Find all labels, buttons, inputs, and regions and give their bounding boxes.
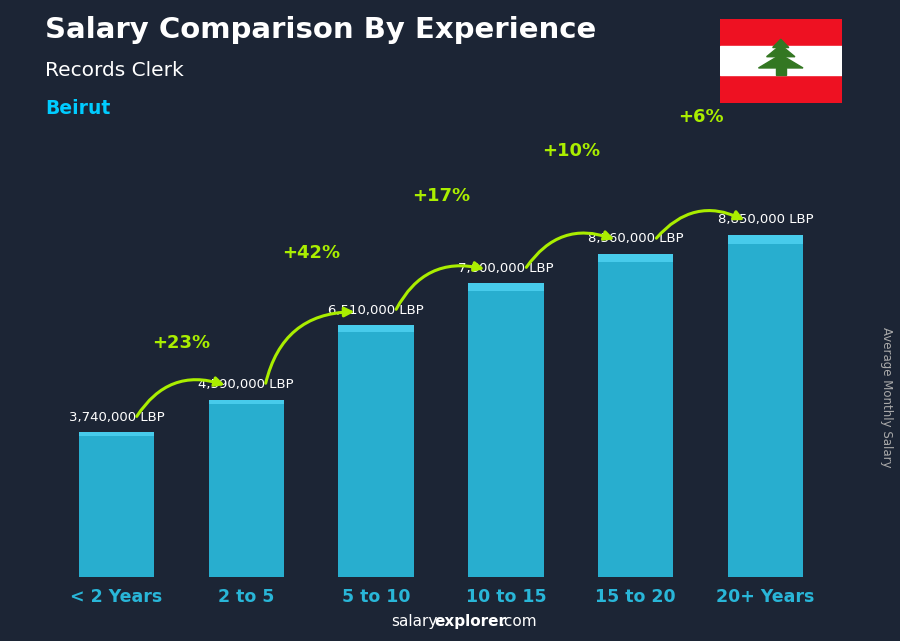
- Bar: [209, 399, 284, 577]
- Text: +42%: +42%: [282, 244, 340, 262]
- Bar: [468, 283, 544, 577]
- Text: explorer: explorer: [435, 615, 507, 629]
- Polygon shape: [767, 45, 795, 57]
- Bar: [209, 399, 284, 404]
- Text: Beirut: Beirut: [45, 99, 110, 119]
- Text: +17%: +17%: [412, 187, 470, 204]
- Bar: [720, 19, 842, 46]
- Text: +10%: +10%: [542, 142, 600, 160]
- Polygon shape: [772, 39, 788, 47]
- Bar: [728, 235, 803, 577]
- Text: 4,590,000 LBP: 4,590,000 LBP: [198, 378, 294, 391]
- Text: 6,510,000 LBP: 6,510,000 LBP: [328, 304, 424, 317]
- Text: salary: salary: [392, 615, 438, 629]
- Text: 3,740,000 LBP: 3,740,000 LBP: [68, 411, 165, 424]
- Text: +23%: +23%: [152, 334, 211, 352]
- Bar: [79, 433, 154, 436]
- Text: 8,850,000 LBP: 8,850,000 LBP: [718, 213, 814, 226]
- Text: .com: .com: [500, 615, 537, 629]
- Text: 8,360,000 LBP: 8,360,000 LBP: [588, 233, 684, 246]
- Bar: [720, 76, 842, 103]
- Bar: [776, 68, 786, 76]
- Bar: [720, 46, 842, 76]
- Bar: [338, 326, 414, 331]
- Text: 7,600,000 LBP: 7,600,000 LBP: [458, 262, 554, 275]
- Bar: [338, 326, 414, 577]
- Bar: [728, 235, 803, 244]
- Bar: [468, 283, 544, 290]
- Polygon shape: [759, 54, 803, 68]
- Text: +6%: +6%: [678, 108, 724, 126]
- Text: Records Clerk: Records Clerk: [45, 61, 184, 80]
- Text: Average Monthly Salary: Average Monthly Salary: [880, 327, 893, 468]
- Bar: [598, 254, 673, 262]
- Bar: [79, 433, 154, 577]
- FancyBboxPatch shape: [718, 17, 843, 104]
- Bar: [598, 254, 673, 577]
- Text: Salary Comparison By Experience: Salary Comparison By Experience: [45, 16, 596, 44]
